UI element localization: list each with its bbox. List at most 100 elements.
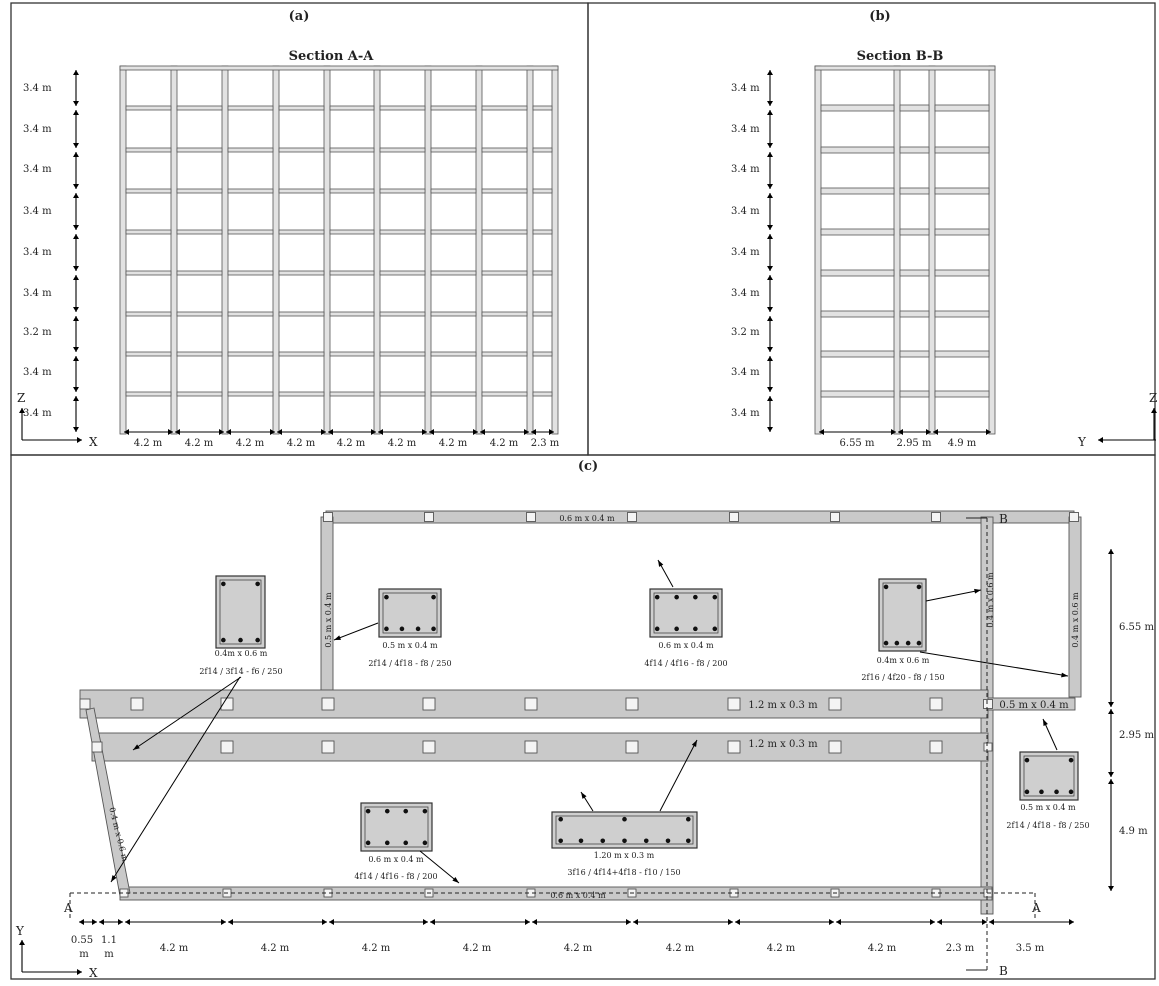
arrow-head	[1108, 549, 1114, 554]
x-dim-small-unit: m	[104, 949, 114, 960]
beam	[176, 147, 223, 153]
panel-a-frame	[10, 2, 589, 456]
rebar-dot	[1068, 789, 1074, 795]
column-square	[727, 740, 741, 754]
beam	[532, 188, 553, 194]
cross-section	[215, 575, 266, 649]
arrow-head	[277, 429, 282, 435]
section-dim: 0.5 m x 0.4 m	[382, 641, 438, 650]
beam	[532, 105, 553, 111]
beam	[227, 391, 274, 397]
arrow-head	[73, 266, 79, 271]
column-square	[625, 740, 639, 754]
member-label-b-line-column: 0.4 m x 0.6 m	[986, 572, 995, 628]
pointer-head	[581, 792, 587, 799]
rebar-dot	[221, 581, 226, 587]
column-square	[929, 740, 943, 754]
member-label-top-beam: 0.6 m x 0.4 m	[559, 514, 615, 523]
beam	[820, 187, 895, 195]
beam	[899, 146, 930, 154]
beam	[176, 311, 223, 317]
section-rebar: 2f14 / 4f18 - f8 / 250	[368, 659, 451, 668]
arrow-head	[79, 919, 84, 925]
beam	[379, 188, 426, 194]
section-outline	[360, 802, 433, 852]
section-dim: 0.5 m x 0.4 m	[1020, 803, 1076, 812]
story-height-label: 3.4 m	[731, 288, 760, 299]
beam	[125, 229, 172, 235]
arrow-head	[891, 429, 896, 435]
rebar-dot	[693, 626, 698, 632]
beam	[481, 229, 528, 235]
arrow-head	[989, 919, 994, 925]
arrow-head	[767, 266, 773, 271]
beam	[820, 228, 895, 236]
rebar-dot	[384, 594, 389, 600]
arrow-head	[371, 429, 376, 435]
beam	[934, 350, 990, 358]
beam	[934, 269, 990, 277]
rebar-dot	[238, 637, 243, 643]
column	[526, 65, 534, 435]
beam	[899, 187, 930, 195]
arrow-head	[168, 429, 173, 435]
rebar-dot	[558, 816, 563, 822]
column-square	[931, 512, 941, 522]
beam	[481, 391, 528, 397]
beam	[125, 188, 172, 194]
beam	[934, 390, 990, 398]
axis-y-label-c: Y	[15, 924, 25, 938]
beam	[329, 351, 375, 357]
arrow-head	[329, 919, 334, 925]
beam	[820, 269, 895, 277]
arrow-head	[73, 356, 79, 361]
section-outline	[649, 588, 723, 638]
beam	[532, 270, 553, 276]
section-dim: 0.6 m x 0.4 m	[368, 855, 424, 864]
column	[814, 65, 822, 435]
arrow-head	[73, 234, 79, 239]
column-square	[526, 512, 536, 522]
rebar-dot	[403, 808, 409, 814]
arrow-head	[124, 429, 129, 435]
arrow-head	[767, 387, 773, 392]
column-square	[321, 697, 335, 711]
arrow-head	[986, 429, 991, 435]
column-square	[828, 740, 842, 754]
rebar-dot	[1039, 789, 1044, 795]
section-rebar: 3f16 / 4f14+4f18 - f10 / 150	[567, 868, 680, 877]
pointer-head	[111, 875, 117, 882]
column-square	[828, 697, 842, 711]
story-height-label: 3.4 m	[23, 206, 52, 217]
arrow-head	[1108, 702, 1114, 707]
member-label-short-beam: 0.5 m x 0.4 m	[999, 700, 1069, 711]
story-labels-b: 3.4 m 3.4 m 3.4 m 3.4 m 3.4 m 3.4 m 3.2 …	[731, 83, 760, 419]
arrow-head	[926, 429, 931, 435]
arrow-head	[836, 919, 841, 925]
bay-width-label: 4.2 m	[388, 438, 417, 449]
arrow-head	[898, 429, 903, 435]
section-marker-b-bottom: B	[999, 964, 1008, 978]
beam	[329, 391, 375, 397]
arrow-head	[19, 408, 25, 413]
beam	[227, 270, 274, 276]
column	[551, 65, 559, 435]
rebar-dot	[431, 594, 436, 600]
arrow-head	[767, 152, 773, 157]
rebar-dot	[916, 640, 922, 646]
cross-section	[378, 588, 442, 638]
rebar-dot	[622, 838, 627, 844]
rebar-dot	[403, 840, 409, 846]
bay-width-label: 4.2 m	[287, 438, 316, 449]
column	[475, 65, 483, 435]
arrow-head	[982, 919, 987, 925]
section-outline	[378, 588, 442, 638]
arrow-head	[767, 193, 773, 198]
pointer-head	[334, 635, 341, 640]
arrow-head	[429, 429, 434, 435]
beam	[820, 350, 895, 358]
column-square	[130, 697, 144, 711]
column-square	[422, 740, 436, 754]
beam	[899, 228, 930, 236]
beam	[430, 351, 477, 357]
